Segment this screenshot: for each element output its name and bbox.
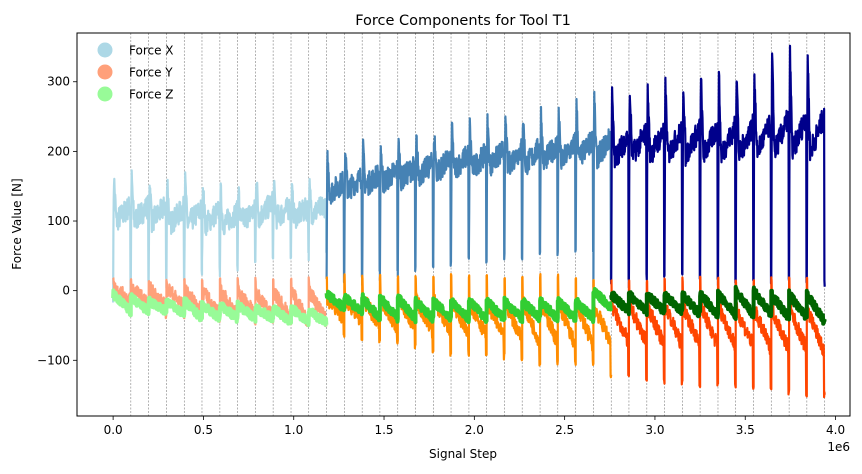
plot-frame bbox=[76, 32, 851, 417]
chart-title: Force Components for Tool T1 bbox=[355, 13, 571, 29]
x-tick-label: 1.0 bbox=[284, 423, 303, 437]
legend-label-force-x: Force X bbox=[129, 44, 174, 58]
x-scale-offset: 1e6 bbox=[827, 440, 850, 454]
legend-marker-force-y bbox=[97, 64, 113, 80]
series-z-phase-3 bbox=[609, 284, 827, 326]
y-tick-label: 0 bbox=[62, 284, 70, 298]
series-x-phase-2 bbox=[325, 90, 613, 289]
series-z-phase-1 bbox=[111, 288, 329, 328]
series-layer bbox=[111, 44, 827, 399]
series-z bbox=[111, 284, 827, 328]
y-axis: −100 0 100 200 300 bbox=[37, 75, 77, 367]
x-tick-label: 3.0 bbox=[645, 423, 664, 437]
legend-label-force-z: Force Z bbox=[129, 88, 174, 102]
legend-marker-force-z bbox=[97, 86, 113, 102]
x-tick-label: 3.5 bbox=[736, 423, 755, 437]
x-tick-label: 1.5 bbox=[374, 423, 393, 437]
series-x-phase-1 bbox=[112, 169, 328, 303]
x-axis-label: Signal Step bbox=[429, 447, 497, 461]
x-axis: 0.0 0.5 1.0 1.5 2.0 2.5 3.0 3.5 4.0 bbox=[104, 416, 845, 437]
x-tick-label: 2.5 bbox=[555, 423, 574, 437]
x-tick-label: 0.5 bbox=[194, 423, 213, 437]
y-tick-label: −100 bbox=[37, 353, 70, 367]
x-tick-label: 2.0 bbox=[465, 423, 484, 437]
x-tick-label: 4.0 bbox=[826, 423, 845, 437]
x-tick-label: 0.0 bbox=[104, 423, 123, 437]
y-axis-label: Force Value [N] bbox=[10, 178, 24, 269]
legend-marker-force-x bbox=[97, 42, 113, 58]
series-z-phase-2 bbox=[324, 287, 614, 325]
legend-label-force-y: Force Y bbox=[129, 66, 173, 80]
y-tick-label: 200 bbox=[47, 144, 70, 158]
legend: Force X Force Y Force Z bbox=[97, 42, 174, 102]
y-tick-label: 100 bbox=[47, 214, 70, 228]
y-tick-label: 300 bbox=[47, 75, 70, 89]
